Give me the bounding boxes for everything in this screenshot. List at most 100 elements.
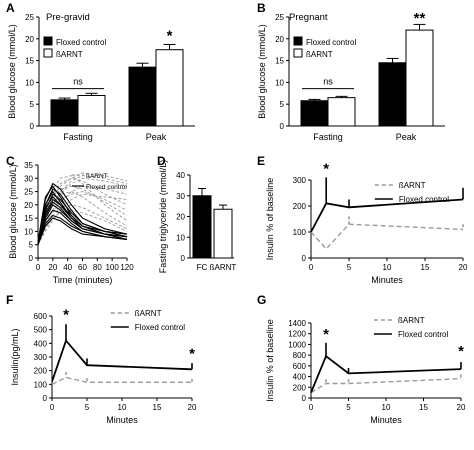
D-ylabel: Fasting triglyceride (mmol/L) [158,160,168,274]
C-panel-label: C [6,154,15,168]
F-xtick-label: 20 [188,403,197,412]
G-xtick-label: 20 [457,403,466,412]
G-significance-star: * [323,326,329,343]
F-ylabel: Insulin(pg/mL) [10,328,20,385]
C-ylabel: Blood glucose (mmol/L) [8,164,18,259]
G-xtick-label: 0 [309,403,314,412]
F-significance-star: * [63,306,69,323]
C-ytick-label: 25 [24,188,33,197]
panel-e: E 0 100 200 300 0 5 10 15 20 Insulin % of baseline… [257,154,468,285]
F-xtick-label: 0 [50,403,55,412]
B-legend-label: Floxed control [306,38,356,47]
A-ylabel: Blood glucose (mmol/L) [7,24,17,119]
C-ytick-label: 30 [24,174,33,183]
C-curve-barnt [37,193,128,245]
A-legend-swatch [43,48,53,58]
C-ytick-label: 35 [24,161,33,170]
F-legend-label: ßARNT [135,309,162,318]
E-legend-label: Floxed control [399,195,449,204]
C-curve-floxed [37,196,128,243]
B-category-label: Peak [396,132,417,142]
C-xtick-label: 20 [48,263,57,272]
C-curve-barnt [37,175,128,240]
E-xtick-label: 5 [347,263,352,272]
E-line-floxed [310,198,464,233]
C-ytick-label: 0 [29,254,34,263]
B-panel-label: B [257,1,266,15]
B-ytick-label: 25 [275,13,284,22]
B-ytick-label: 20 [275,35,284,44]
A-ytick-label: 25 [25,13,34,22]
E-xtick-label: 20 [459,263,468,272]
G-ytick-label: 1400 [288,319,306,328]
F-significance-star: * [189,345,195,362]
F-xtick-label: 10 [118,403,127,412]
F-xlabel: Minutes [106,415,138,425]
C-ytick-label: 5 [29,241,34,250]
B-ytick-label: 0 [280,122,285,131]
G-xtick-label: 10 [382,403,391,412]
B-ytick-label: 15 [275,57,284,66]
G-ytick-label: 1000 [288,340,306,349]
D-bar [192,195,212,259]
C-curve-floxed [37,217,128,245]
A-legend-swatch [43,36,53,46]
G-ytick-label: 1200 [288,330,306,339]
E-xtick-label: 15 [421,263,430,272]
F-xtick-label: 15 [153,403,162,412]
D-bar [213,208,233,259]
B-bar [300,100,329,127]
G-ytick-label: 800 [293,351,307,360]
D-category-label: ßARNT [210,263,237,272]
F-ytick-label: 600 [34,312,48,321]
A-bar [128,66,157,127]
G-ytick-label: 600 [293,362,307,371]
B-bar [405,29,434,127]
F-line-floxed [51,338,193,382]
E-xtick-label: 10 [383,263,392,272]
G-legend-label: ßARNT [398,316,425,325]
E-panel-label: E [257,154,265,168]
A-category-label: Fasting [63,132,93,142]
C-xtick-label: 60 [78,263,87,272]
panel-f: F 0 100 200 300 400 500 600 0 5 10 15 20 Insulin(pg/m… [6,293,197,425]
F-ytick-label: 0 [43,394,48,403]
E-ytick-label: 0 [302,254,307,263]
D-category-label: FC [197,263,208,272]
C-legend-label: ßARNT [86,173,108,180]
F-ytick-label: 200 [34,367,48,376]
C-ytick-label: 15 [24,214,33,223]
B-ylabel: Blood glucose (mmol/L) [257,24,267,119]
A-ytick-label: 0 [30,122,35,131]
panel-b: B Pregnant 0 5 10 15 20 25 Blood glucose (mmol/L… [257,1,445,142]
C-curve-barnt [37,191,128,243]
G-ytick-label: 0 [302,394,307,403]
panel-a: A Pre-gravid 0 5 10 15 20 25 Blood glucose (mmol… [6,1,195,142]
A-legend-label: ßARNT [56,50,83,59]
B-significance-star: ** [414,10,426,27]
C-ytick-label: 10 [24,227,33,236]
G-panel-label: G [257,293,266,307]
D-ytick-label: 20 [176,213,185,222]
G-significance-star: * [458,343,464,360]
A-annotation: ns [73,77,83,87]
E-ytick-label: 300 [293,176,307,185]
A-title: Pre-gravid [46,12,90,23]
G-ylabel: Insulin % of baseline [265,319,275,402]
C-xtick-label: 40 [63,263,72,272]
G-legend-label: Floxed control [398,330,448,339]
B-annotation: ns [323,77,333,87]
F-ytick-label: 100 [34,380,48,389]
B-ytick-label: 10 [275,78,284,87]
G-line-floxed [310,354,462,393]
A-ytick-label: 20 [25,35,34,44]
A-panel-label: A [6,1,15,15]
B-category-label: Fasting [313,132,343,142]
D-ytick-label: 10 [176,233,185,242]
C-xtick-label: 0 [36,263,41,272]
G-xtick-label: 15 [419,403,428,412]
B-legend-swatch [293,36,303,46]
C-ytick-label: 20 [24,201,33,210]
